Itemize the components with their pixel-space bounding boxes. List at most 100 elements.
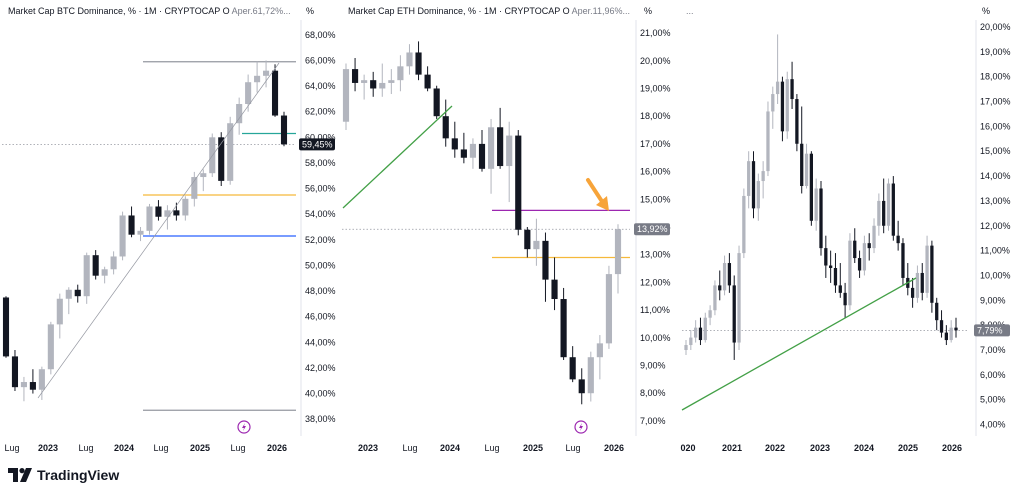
candle-body[interactable] [732,285,736,343]
candle-body[interactable] [935,302,939,321]
candle-body[interactable] [949,327,953,341]
candle-body[interactable] [56,298,63,325]
candle-body[interactable] [254,75,261,83]
candle-body[interactable] [146,206,153,231]
candle-body[interactable] [2,297,10,357]
candle-body[interactable] [804,153,809,186]
candle-body[interactable] [524,229,531,250]
chart-svg-third[interactable]: 4,00%5,00%6,00%7,00%8,00%9,00%10,00%11,0… [680,0,1018,460]
candle-body[interactable] [406,52,413,67]
candle-body[interactable] [766,111,770,172]
candle-body[interactable] [361,80,368,83]
candle-body[interactable] [824,248,828,266]
candle-body[interactable] [560,299,567,358]
candle-body[interactable] [65,289,72,299]
candle-body[interactable] [848,240,852,306]
candle-body[interactable] [110,256,117,270]
candle-body[interactable] [442,116,449,139]
chart-svg-btc[interactable]: 38,00% 40,00% 42,00% 44,00% 46,00% 48,00% 50,0… [0,0,338,460]
chart-panel-btc[interactable]: 38,00% 40,00% 42,00% 44,00% 46,00% 48,00% 50,0… [0,0,338,460]
candle-body[interactable] [101,269,108,276]
candle-body[interactable] [245,82,252,104]
candle-body[interactable] [862,243,867,271]
candle-body[interactable] [795,99,799,144]
candle-body[interactable] [944,332,948,341]
candle-body[interactable] [218,137,225,181]
candle-body[interactable] [173,210,180,216]
candle-body[interactable] [11,356,19,388]
candle-body[interactable] [415,52,422,75]
candle-body[interactable] [708,310,712,318]
candle-body[interactable] [780,81,785,132]
candle-body[interactable] [954,327,958,331]
candle-body[interactable] [614,229,622,275]
candle-body[interactable] [843,292,847,306]
candle-body[interactable] [478,143,486,169]
candle-body[interactable] [424,74,431,89]
candle-body[interactable] [587,357,594,394]
candle-body[interactable] [379,82,386,89]
candle-body[interactable] [742,195,746,254]
candle-body[interactable] [877,200,881,226]
candle-body[interactable] [925,245,929,293]
candle-body[interactable] [809,153,813,221]
candle-body[interactable] [83,255,90,297]
candle-body[interactable] [388,80,395,83]
candle-body[interactable] [882,200,886,226]
candle-body[interactable] [596,343,603,358]
candle-body[interactable] [460,149,467,158]
candle-body[interactable] [191,177,198,199]
candle-body[interactable] [351,69,359,83]
candle-body[interactable] [569,357,576,380]
candle-body[interactable] [497,127,504,167]
candle-body[interactable] [451,138,458,150]
candle-body[interactable] [280,115,288,145]
candle-body[interactable] [164,210,171,217]
candle-body[interactable] [891,183,895,236]
candle-body[interactable] [155,206,162,217]
candle-body[interactable] [833,268,838,286]
candle-body[interactable] [119,215,126,257]
candle-body[interactable] [694,327,698,338]
candle-body[interactable] [515,135,522,230]
candle-body[interactable] [74,289,81,297]
candle-body[interactable] [703,317,707,341]
candle-body[interactable] [761,171,765,182]
candle-body[interactable] [790,79,794,100]
candle-body[interactable] [771,94,775,112]
candle-body[interactable] [92,255,99,276]
candle-body[interactable] [271,70,279,116]
candle-body[interactable] [506,135,513,167]
candle-body[interactable] [920,272,924,293]
chart-svg-eth[interactable]: 7,00% 8,00% 9,00% 10,00% 11,00% 12,00% 13,00% 1… [340,0,678,460]
candle-body[interactable] [698,327,703,341]
candle-body[interactable] [713,285,717,311]
candle-body[interactable] [722,263,727,291]
candle-body[interactable] [605,274,613,344]
candle-body[interactable] [469,143,477,158]
trend-line[interactable] [37,62,280,399]
candle-body[interactable] [182,198,189,216]
candle-body[interactable] [751,161,756,209]
candle-body[interactable] [867,243,871,249]
candle-body[interactable] [775,81,780,95]
candle-body[interactable] [939,320,944,333]
chart-panel-third[interactable]: 4,00%5,00%6,00%7,00%8,00%9,00%10,00%11,0… [680,0,1018,460]
candle-body[interactable] [853,240,857,259]
candle-body[interactable] [263,70,270,76]
candle-body[interactable] [872,225,876,249]
candle-body[interactable] [578,379,585,394]
candle-body[interactable] [128,215,135,235]
trend-line[interactable] [681,277,917,411]
candle-body[interactable] [533,240,540,250]
candle-body[interactable] [487,127,495,169]
candle-body[interactable] [20,382,27,388]
candle-body[interactable] [800,143,804,186]
candle-body[interactable] [38,369,45,390]
candle-body[interactable] [200,173,207,178]
candle-body[interactable] [718,285,722,291]
candle-body[interactable] [785,79,789,132]
candle-body[interactable] [857,258,862,271]
candle-body[interactable] [47,324,54,370]
candle-body[interactable] [910,287,915,298]
